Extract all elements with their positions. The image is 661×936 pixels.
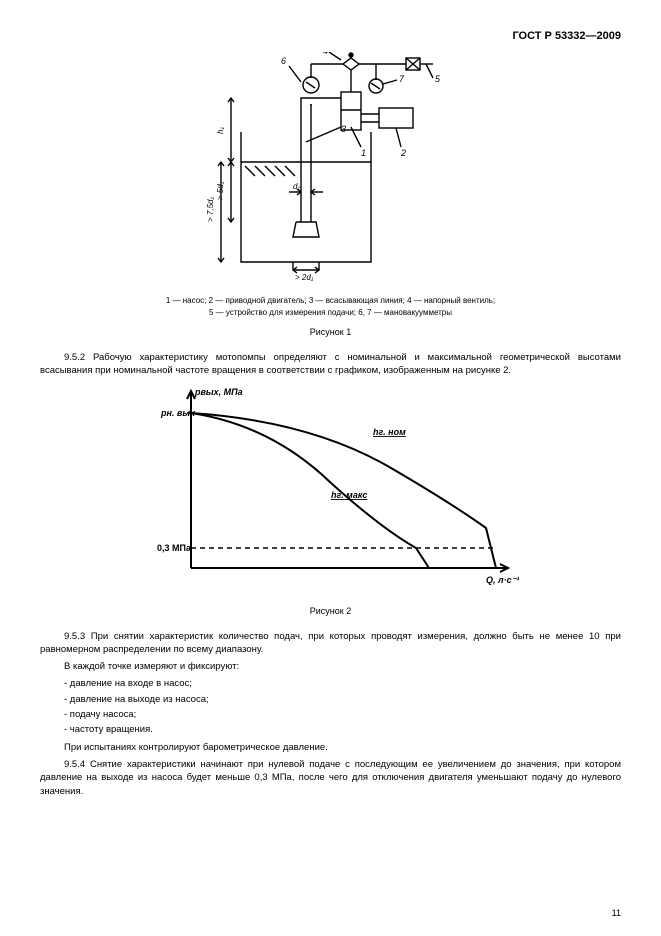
callout-2: 2 bbox=[400, 148, 406, 158]
figure-2: pвых, МПа pн. вых 0,3 МПа Q, л·с⁻¹ hг. н… bbox=[40, 383, 621, 598]
y0-label: pн. вых bbox=[160, 408, 196, 418]
paragraph-9-5-3a: В каждой точке измеряют и фиксируют: bbox=[40, 660, 621, 673]
dim-5d1: > 5d₁ bbox=[216, 181, 225, 200]
paragraph-9-5-2: 9.5.2 Рабочую характеристику мотопомпы о… bbox=[40, 351, 621, 378]
paragraph-9-5-3b: При испытаниях контролируют барометричес… bbox=[40, 741, 621, 754]
y-axis-label: pвых, МПа bbox=[194, 387, 243, 397]
figure1-caption-line2: 5 — устройство для измерения подачи; 6, … bbox=[209, 308, 452, 317]
list-item-3: - подачу насоса; bbox=[40, 708, 621, 721]
list-item-2: - давление на выходе из насоса; bbox=[40, 693, 621, 706]
dim-d1: d₁ bbox=[293, 182, 300, 191]
curve1-label: hг. ном bbox=[373, 427, 406, 437]
list-item-1: - давление на входе в насос; bbox=[40, 677, 621, 690]
paragraph-9-5-4: 9.5.4 Снятие характеристики начинают при… bbox=[40, 758, 621, 798]
figure1-caption: 1 — насос; 2 — приводной двигатель; 3 — … bbox=[40, 295, 621, 319]
figure2-label: Рисунок 2 bbox=[40, 606, 621, 616]
y-threshold-label: 0,3 МПа bbox=[157, 543, 192, 553]
callout-6: 6 bbox=[281, 56, 286, 66]
dim-2d1: > 2d₁ bbox=[295, 273, 314, 282]
figure1-caption-line1: 1 — насос; 2 — приводной двигатель; 3 — … bbox=[166, 296, 495, 305]
callout-7: 7 bbox=[399, 74, 405, 84]
dim-75d1: > 7,5d₁ bbox=[206, 197, 215, 222]
callout-1: 1 bbox=[361, 148, 366, 158]
callout-5: 5 bbox=[435, 74, 441, 84]
curve2-label: hг. макс bbox=[331, 490, 367, 500]
page-number: 11 bbox=[612, 908, 621, 918]
figure-1: 1 2 3 4 5 6 7 h₁ > 5d₁ > 7,5d₁ d₁ > 2d₁ bbox=[40, 52, 621, 287]
list-item-4: - частоту вращения. bbox=[40, 723, 621, 736]
paragraph-9-5-3: 9.5.3 При снятии характеристик количеств… bbox=[40, 630, 621, 657]
x-axis-label: Q, л·с⁻¹ bbox=[486, 575, 519, 585]
callout-3: 3 bbox=[341, 124, 346, 134]
doc-id-header: ГОСТ Р 53332—2009 bbox=[40, 30, 621, 42]
callout-4: 4 bbox=[323, 52, 328, 56]
figure1-label: Рисунок 1 bbox=[40, 327, 621, 337]
dim-h1: h₁ bbox=[216, 127, 225, 134]
